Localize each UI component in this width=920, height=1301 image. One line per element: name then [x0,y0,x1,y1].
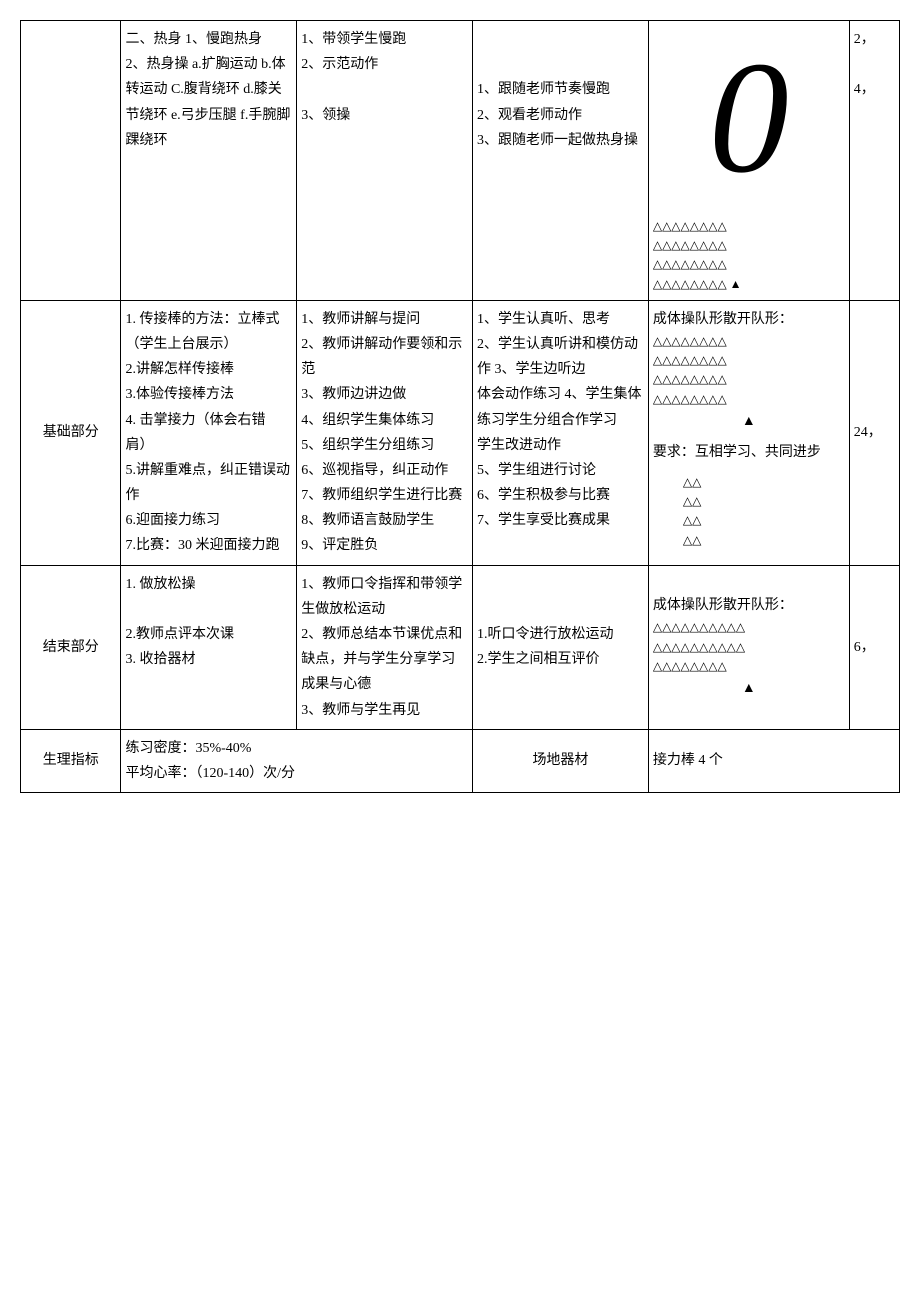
basic-student: 1、学生认真听、思考 2、学生认真听讲和模仿动作 3、学生边听边 体会动作练习 … [473,300,649,565]
warmup-label-cell [21,21,121,301]
triangle-row: △△△△△△△△ [653,657,845,676]
basic-pairs: △△ △△ △△ △△ [653,473,845,550]
warmup-time: 2， 4， [849,21,899,301]
end-teacher: 1、教师口令指挥和带领学生做放松运动 2、教师总结本节课优点和缺点，并与学生分享… [297,565,473,729]
basic-time: 24， [849,300,899,565]
triangle-row: △△△△△△△△ [653,236,845,255]
pair-row: △△ [683,531,845,550]
pair-row: △△ [683,492,845,511]
warmup-teacher: 1、带领学生慢跑 2、示范动作 3、领操 [297,21,473,301]
triangle-row: △△△△△△△△ [653,390,845,409]
end-time: 6， [849,565,899,729]
basic-row: 基础部分 1. 传接棒的方法：立棒式（学生上台展示） 2.讲解怎样传接棒 3.体… [21,300,900,565]
physio-density: 练习密度：35%-40% 平均心率：（120-140）次/分 [121,729,473,792]
warmup-triangles: △△△△△△△△ △△△△△△△△ △△△△△△△△ △△△△△△△△ ▲ [653,217,845,294]
physio-row: 生理指标 练习密度：35%-40% 平均心率：（120-140）次/分 场地器材… [21,729,900,792]
end-formation-title: 成体操队形散开队形： [653,593,845,618]
warmup-student: 1、跟随老师节奏慢跑 2、观看老师动作 3、跟随老师一起做热身操 [473,21,649,301]
basic-label: 基础部分 [21,300,121,565]
triangle-row: △△△△△△△△△△ [653,638,845,657]
end-content: 1. 做放松操 2.教师点评本次课 3. 收拾器材 [121,565,297,729]
basic-triangles: △△△△△△△△ △△△△△△△△ △△△△△△△△ △△△△△△△△ [653,332,845,409]
triangle-row: △△△△△△△△△△ [653,618,845,637]
end-label: 结束部分 [21,565,121,729]
warmup-row: 二、热身 1、慢跑热身 2、热身操 a.扩胸运动 b.体转运动 C.腹背绕环 d… [21,21,900,301]
basic-requirement: 要求：互相学习、共同进步 [653,440,845,465]
end-triangles: △△△△△△△△△△ △△△△△△△△△△ △△△△△△△△ [653,618,845,676]
triangle-row: △△△△△△△△ ▲ [653,275,845,294]
basic-content: 1. 传接棒的方法：立棒式（学生上台展示） 2.讲解怎样传接棒 3.体验传接棒方… [121,300,297,565]
physio-label: 生理指标 [21,729,121,792]
basic-teacher-mark: ▲ [653,409,845,434]
equip-label: 场地器材 [473,729,649,792]
equip-value: 接力棒 4 个 [648,729,899,792]
triangle-row: △△△△△△△△ [653,370,845,389]
warmup-student-text: 1、跟随老师节奏慢跑 2、观看老师动作 3、跟随老师一起做热身操 [477,77,644,153]
basic-teacher: 1、教师讲解与提问 2、教师讲解动作要领和示范 3、教师边讲边做 4、组织学生集… [297,300,473,565]
end-student: 1.听口令进行放松运动 2.学生之间相互评价 [473,565,649,729]
warmup-content: 二、热身 1、慢跑热身 2、热身操 a.扩胸运动 b.体转运动 C.腹背绕环 d… [121,21,297,301]
basic-formation-title: 成体操队形散开队形： [653,307,845,332]
end-teacher-mark: ▲ [653,676,845,701]
warmup-formation: 0 △△△△△△△△ △△△△△△△△ △△△△△△△△ △△△△△△△△ ▲ [648,21,849,301]
pair-row: △△ [683,511,845,530]
end-row: 结束部分 1. 做放松操 2.教师点评本次课 3. 收拾器材 1、教师口令指挥和… [21,565,900,729]
pair-row: △△ [683,473,845,492]
triangle-row: △△△△△△△△ [653,332,845,351]
basic-formation: 成体操队形散开队形： △△△△△△△△ △△△△△△△△ △△△△△△△△ △△… [648,300,849,565]
end-formation: 成体操队形散开队形： △△△△△△△△△△ △△△△△△△△△△ △△△△△△△… [648,565,849,729]
triangle-row: △△△△△△△△ [653,255,845,274]
zero-graphic: 0 [653,27,845,207]
triangle-row: △△△△△△△△ [653,351,845,370]
lesson-plan-table: 二、热身 1、慢跑热身 2、热身操 a.扩胸运动 b.体转运动 C.腹背绕环 d… [20,20,900,793]
triangle-row: △△△△△△△△ [653,217,845,236]
